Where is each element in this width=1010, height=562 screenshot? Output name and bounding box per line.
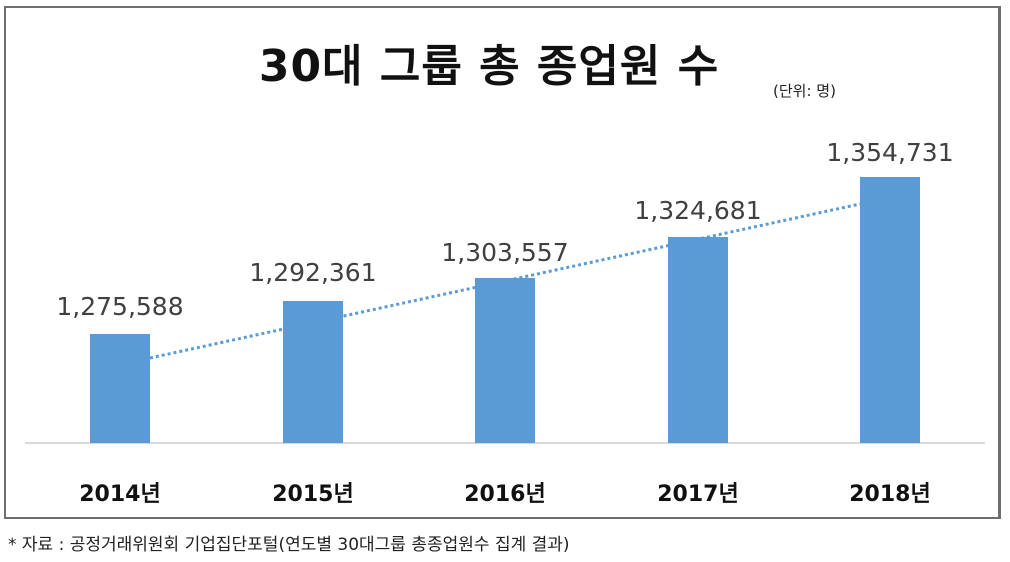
value-label-2015: 1,292,361 <box>249 258 377 287</box>
chart-title: 30대 그룹 총 종업원 수 <box>0 30 1010 94</box>
unit-label: (단위: 명) <box>773 82 836 100</box>
x-label-2016: 2016년 <box>464 482 546 507</box>
x-label-2017: 2017년 <box>657 482 739 507</box>
x-label-2018: 2018년 <box>849 482 931 507</box>
x-label-2015: 2015년 <box>272 482 354 507</box>
bar-2018 <box>860 177 920 443</box>
x-axis-baseline <box>25 442 985 444</box>
value-label-2016: 1,303,557 <box>441 238 569 267</box>
source-note: * 자료 : 공정거래위원회 기업집단포털(연도별 30대그룹 총종업원수 집계… <box>8 535 570 555</box>
bar-2014 <box>90 334 150 443</box>
value-label-2017: 1,324,681 <box>634 196 762 225</box>
value-label-2014: 1,275,588 <box>56 292 184 321</box>
value-label-2018: 1,354,731 <box>826 138 954 167</box>
bar-2017 <box>668 237 728 443</box>
bar-2016 <box>475 278 535 443</box>
x-label-2014: 2014년 <box>79 482 161 507</box>
chart-title-text: 30대 그룹 총 종업원 수 <box>258 41 720 92</box>
bar-2015 <box>283 301 343 443</box>
